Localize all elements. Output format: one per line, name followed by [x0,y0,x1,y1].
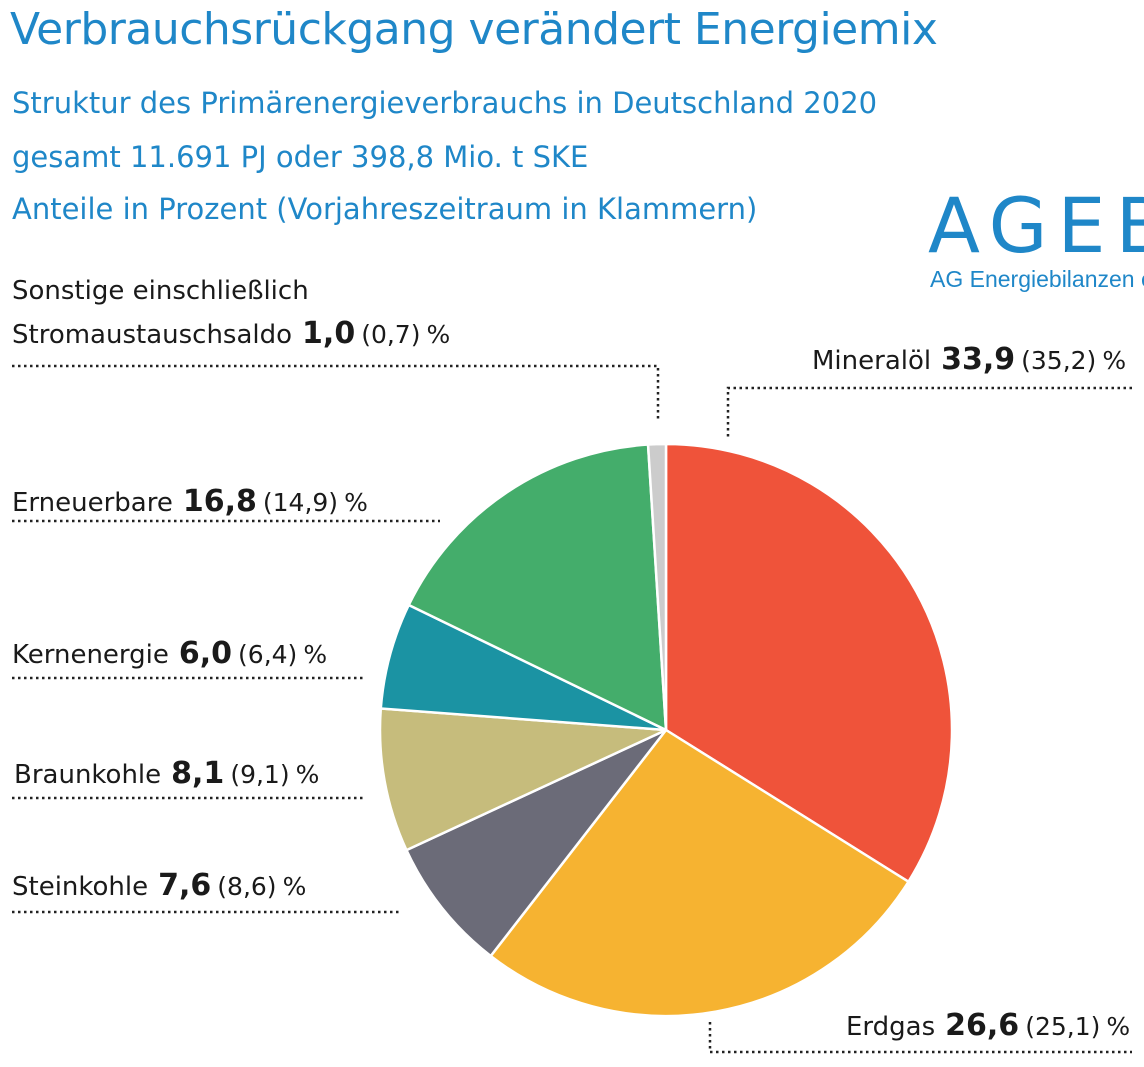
pie-slice-erneuerbare [407,443,668,732]
label-mineraloel: Mineralöl 33,9 (35,2)% [812,342,1127,377]
value-sonstige: 1,0 [302,316,356,351]
leader-sonstige [12,364,660,420]
label-sonstige: Stromaustauschsaldo 1,0 (0,7)% [12,316,451,351]
chart-title: Verbrauchsrückgang verändert Energiemix [10,4,938,55]
leader-mineraloel [726,386,1132,440]
pie-slice-mineraloel [664,442,954,883]
value-mineraloel: 33,9 [941,342,1016,377]
value-erneuerbare: 16,8 [182,484,257,519]
ageb-logo: AGEB [928,181,1144,270]
ageb-logo-subtext: AG Energiebilanzen e.V. [930,266,1144,292]
leader-erdgas [708,1022,1132,1054]
label-erneuerbare: Erneuerbare 16,8 (14,9)% [12,484,368,519]
label-kernenergie: Kernenergie 6,0 (6,4)% [12,636,328,671]
value-erdgas: 26,6 [945,1008,1020,1043]
pie-slice-erdgas [489,728,910,1018]
value-steinkohle: 7,6 [158,868,212,903]
value-kernenergie: 6,0 [178,636,233,671]
pie-slice-sonstige [646,442,668,732]
pie-slice-steinkohle [405,728,668,958]
label-erdgas: Erdgas 26,6 (25,1)% [846,1008,1131,1043]
subtitle-total: gesamt 11.691 PJ oder 398,8 Mio. t SKE [12,140,589,174]
label-steinkohle: Steinkohle 7,6 (8,6)% [12,868,307,903]
subtitle-shares: Anteile in Prozent (Vorjahreszeitraum in… [12,192,758,226]
value-braunkohle: 8,1 [171,756,225,791]
pie-slice-braunkohle [378,707,668,852]
subtitle-structure: Struktur des Primärenergieverbrauchs in … [12,86,878,120]
label-sonstige-line1: Sonstige einschließlich [12,276,309,306]
label-braunkohle: Braunkohle 8,1 (9,1)% [14,756,320,791]
